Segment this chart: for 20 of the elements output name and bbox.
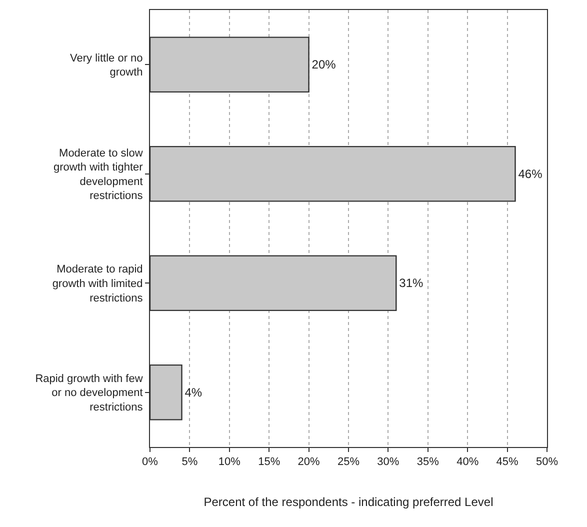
x-tick-label: 30% — [377, 456, 400, 468]
x-tick-label: 20% — [298, 456, 320, 468]
x-tick-label: 40% — [456, 456, 479, 468]
x-tick-label: 10% — [218, 456, 241, 468]
y-tick-label: Moderate to slow growth with tighter development restrictions — [54, 147, 144, 202]
y-tick-label: Rapid growth with few or no development restrictions — [35, 372, 144, 414]
x-tick-label: 15% — [258, 456, 280, 468]
data-label: 46% — [518, 166, 543, 181]
y-tick-label: Moderate to rapid growth with limited restrictions — [52, 264, 144, 304]
x-tick-label: 35% — [416, 456, 440, 468]
x-tick-label: 5% — [182, 456, 198, 468]
x-tick-label: 0% — [142, 456, 158, 468]
data-label: 20% — [312, 58, 336, 72]
data-label: 4% — [184, 385, 202, 400]
x-tick-label: 25% — [337, 456, 360, 468]
x-axis-title: Percent of the respondents - indicating preferred Level — [204, 495, 494, 510]
x-tick-label: 45% — [496, 456, 519, 468]
x-tick-label: 50% — [536, 456, 558, 468]
y-tick-label: Very little or no growth — [70, 52, 143, 79]
data-label: 31% — [399, 276, 424, 290]
